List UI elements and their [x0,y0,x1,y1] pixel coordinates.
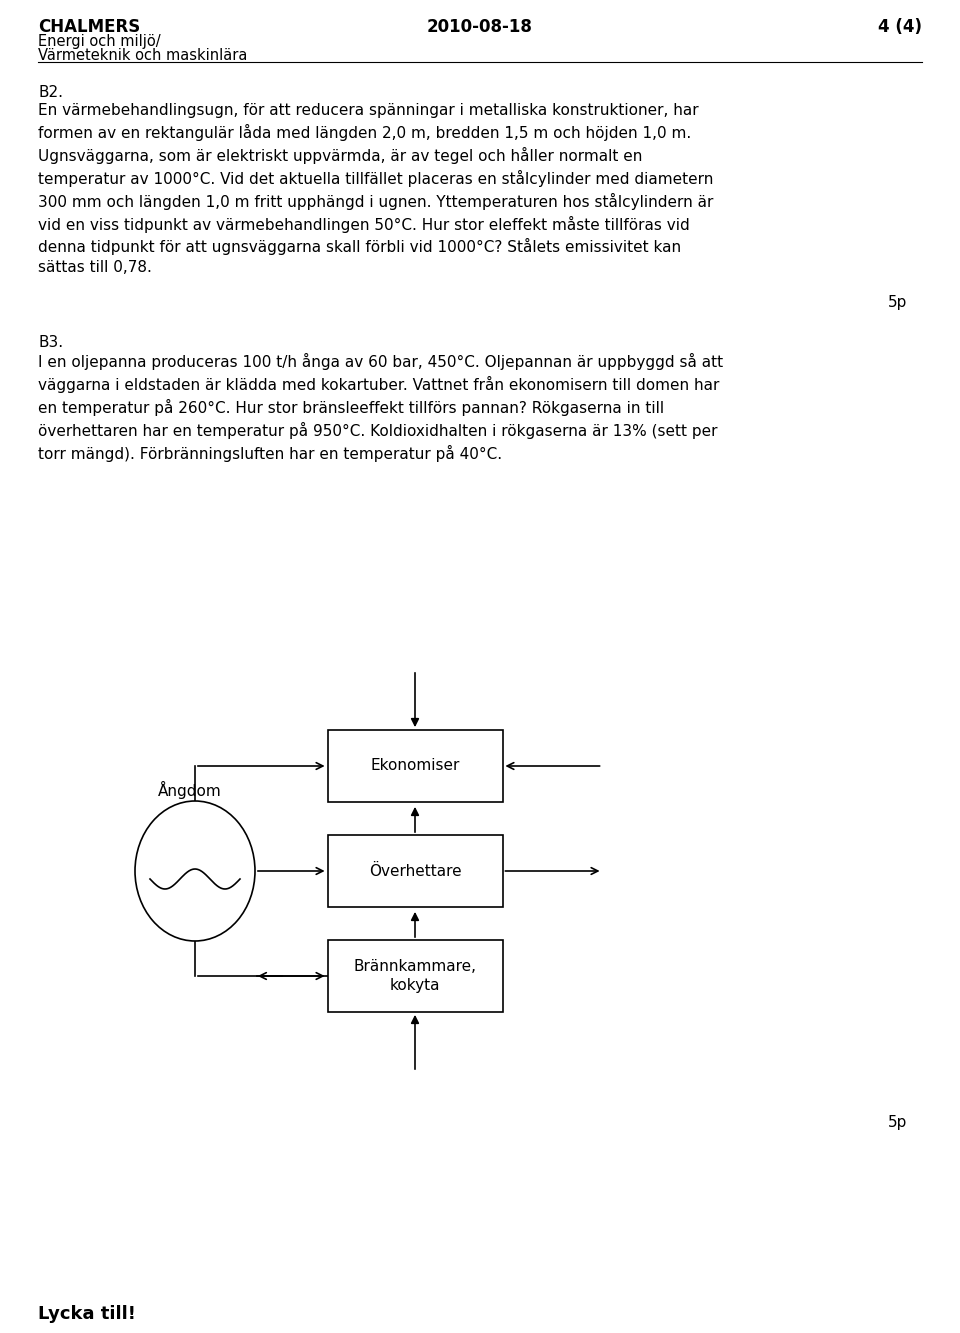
Text: 5p: 5p [888,1114,907,1130]
Text: 5p: 5p [888,295,907,311]
Text: Brännkammare,
kokyta: Brännkammare, kokyta [353,960,476,993]
Text: Ekonomiser: Ekonomiser [371,758,460,773]
Text: Ångdom: Ångdom [158,781,222,798]
Ellipse shape [135,801,255,941]
Text: 4 (4): 4 (4) [878,19,922,36]
Text: Värmeteknik och maskinlära: Värmeteknik och maskinlära [38,48,248,63]
Text: Överhettare: Överhettare [369,864,462,878]
Text: CHALMERS: CHALMERS [38,19,140,36]
Text: 2010-08-18: 2010-08-18 [427,19,533,36]
Text: Lycka till!: Lycka till! [38,1305,136,1322]
Text: Energi och miljö/: Energi och miljö/ [38,35,160,49]
Text: B2.: B2. [38,85,63,100]
Bar [327,730,502,802]
Text: En värmebehandlingsugn, för att reducera spänningar i metalliska konstruktioner,: En värmebehandlingsugn, för att reducera… [38,103,713,276]
Text: I en oljepanna produceras 100 t/h ånga av 60 bar, 450°C. Oljepannan är uppbyggd : I en oljepanna produceras 100 t/h ånga a… [38,353,723,461]
Text: B3.: B3. [38,335,63,351]
Bar [327,940,502,1012]
Bar [327,834,502,906]
